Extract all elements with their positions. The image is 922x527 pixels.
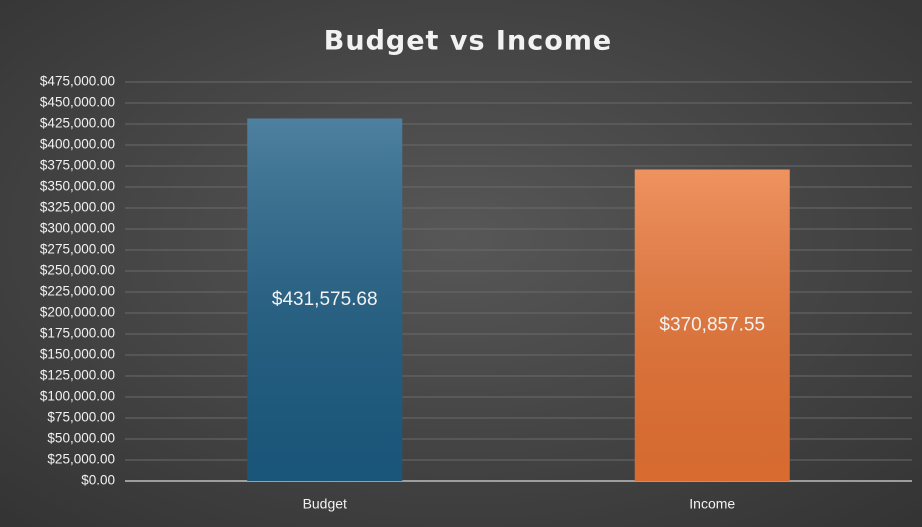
y-tick-label: $325,000.00 (40, 200, 115, 215)
bar-shine (247, 118, 403, 481)
value-label: $370,857.55 (659, 314, 765, 335)
y-tick-label: $250,000.00 (40, 263, 115, 278)
y-tick-label: $75,000.00 (47, 410, 115, 425)
y-tick-label: $425,000.00 (40, 116, 115, 131)
labels: $0.00 $25,000.00 $50,000.00 $75,000.00 $100,… (40, 74, 765, 512)
y-tick-label: $0.00 (81, 473, 115, 488)
y-tick-label: $150,000.00 (40, 347, 115, 362)
y-tick-label: $25,000.00 (47, 452, 115, 467)
y-tick-label: $100,000.00 (40, 389, 115, 404)
y-tick-label: $375,000.00 (40, 158, 115, 173)
y-tick-label: $450,000.00 (40, 95, 115, 110)
value-label: $431,575.68 (272, 289, 378, 310)
y-tick-label: $275,000.00 (40, 242, 115, 257)
y-tick-label: $300,000.00 (40, 221, 115, 236)
chart-title: Budget vs Income (324, 26, 612, 57)
y-tick-label: $50,000.00 (47, 431, 115, 446)
y-tick-label: $175,000.00 (40, 326, 115, 341)
bars (247, 118, 790, 481)
x-tick-label: Budget (303, 496, 347, 512)
y-tick-label: $400,000.00 (40, 137, 115, 152)
y-tick-label: $200,000.00 (40, 305, 115, 320)
y-tick-label: $350,000.00 (40, 179, 115, 194)
y-tick-label: $475,000.00 (40, 74, 115, 89)
bar-shine (634, 169, 790, 481)
y-tick-label: $125,000.00 (40, 368, 115, 383)
y-tick-label: $225,000.00 (40, 284, 115, 299)
x-tick-label: Income (689, 496, 735, 512)
